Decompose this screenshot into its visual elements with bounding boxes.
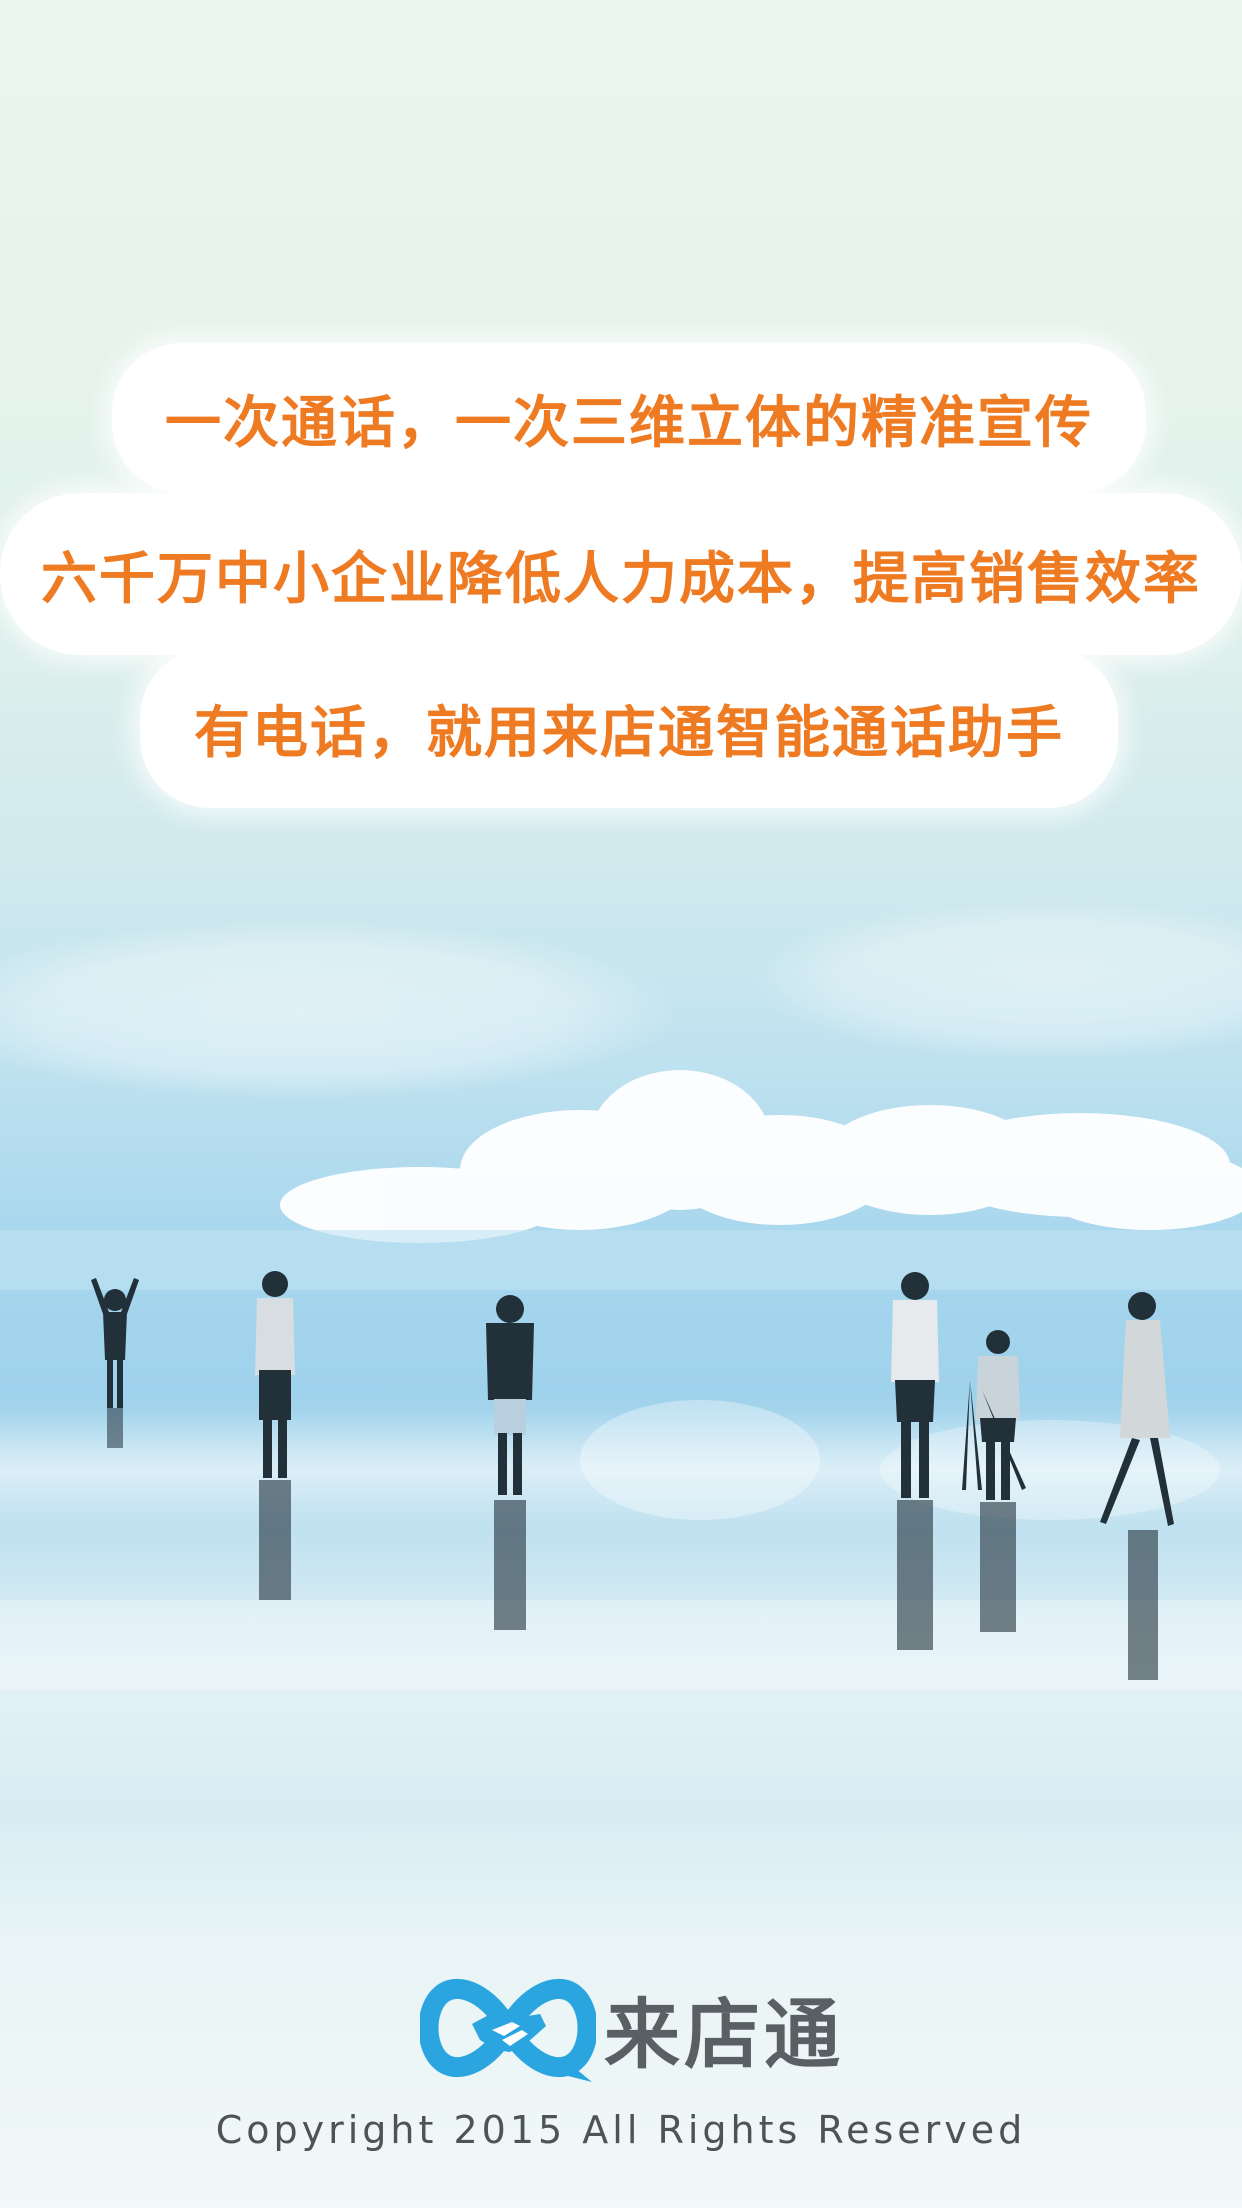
horizon-cloud	[280, 1070, 1242, 1243]
brand-logo: 来店通	[420, 1966, 844, 2090]
slogan-line-3: 有电话，就用来店通智能通话助手	[194, 700, 1064, 766]
slogan-bubble-1: 一次通话，一次三维立体的精准宣传	[112, 343, 1146, 493]
slogan-bubble-3: 有电话，就用来店通智能通话助手	[140, 648, 1118, 808]
brand-name: 来店通	[604, 1990, 844, 2079]
slogan-bubble-2: 六千万中小企业降低人力成本，提高销售效率	[0, 493, 1242, 655]
slogan-banner: 一次通话，一次三维立体的精准宣传 六千万中小企业降低人力成本，提高销售效率 有电…	[0, 0, 1242, 820]
slogan-line-1: 一次通话，一次三维立体的精准宣传	[165, 390, 1093, 456]
handshake-in-infinity-loop-icon	[420, 1979, 596, 2082]
copyright-text: Copyright 2015 All Rights Reserved	[215, 2108, 1027, 2152]
slogan-line-2: 六千万中小企业降低人力成本，提高销售效率	[41, 546, 1201, 612]
people-silhouettes	[91, 1271, 1174, 1680]
